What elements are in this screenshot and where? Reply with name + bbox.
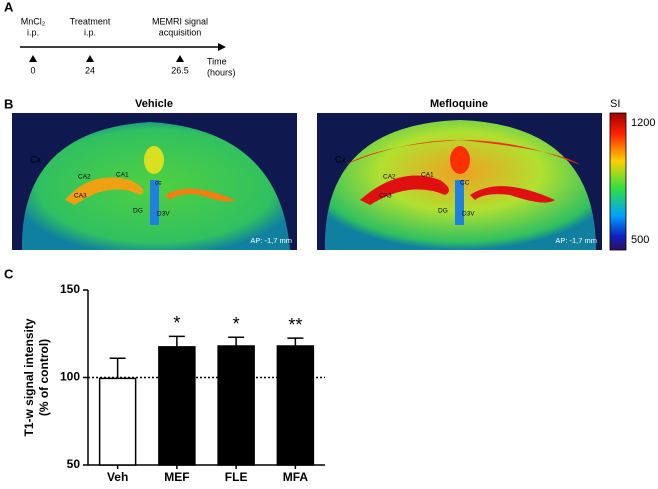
event-label: Treatment — [70, 16, 111, 26]
arrow-head — [218, 43, 226, 51]
bar — [98, 377, 137, 466]
image-mefloquine — [317, 113, 602, 250]
region-label: DG — [438, 208, 448, 215]
significance: * — [173, 313, 180, 333]
ap-label: AP: -1,7 mm — [555, 236, 597, 245]
event-time: 26.5 — [171, 65, 189, 75]
y-tick-label: 150 — [60, 282, 80, 296]
event-time: 0 — [30, 65, 35, 75]
region-label: CA2 — [78, 174, 91, 181]
region-label: Cx — [335, 154, 346, 164]
axis-label: (hours) — [207, 67, 236, 77]
event-label: MEMRI signal — [152, 16, 208, 26]
region-label: DG — [133, 208, 143, 215]
region-label: D3V — [157, 211, 170, 218]
ap-label: AP: -1,7 mm — [250, 236, 292, 245]
y-axis-label: T1-w signal intensity — [22, 318, 36, 436]
region-label: CA3 — [379, 193, 392, 200]
event-label: MnCl₂ — [21, 16, 46, 26]
event-label: i.p. — [27, 27, 39, 37]
colorbar — [609, 112, 627, 251]
event-marker — [86, 55, 94, 62]
bar — [276, 345, 315, 466]
y-tick-label: 50 — [67, 457, 81, 471]
x-tick-label: Veh — [107, 470, 128, 484]
image-title: Vehicle — [135, 98, 173, 110]
region-label: CA1 — [116, 172, 129, 179]
region-label: CA2 — [383, 174, 396, 181]
event-marker — [29, 55, 37, 62]
region-label: D3V — [462, 211, 475, 218]
significance: * — [233, 314, 240, 334]
region-label: CC — [460, 180, 470, 187]
panel-label: B — [4, 96, 13, 111]
region-label: cc — [155, 180, 162, 187]
event-marker — [176, 55, 184, 62]
x-tick-label: FLE — [225, 470, 248, 484]
colorbar-max: 1200 — [631, 117, 655, 129]
panel-label: A — [4, 0, 14, 14]
x-tick-label: MFA — [283, 470, 309, 484]
x-tick-label: MEF — [164, 470, 189, 484]
colorbar-title: SI — [610, 98, 620, 110]
event-time: 24 — [85, 65, 95, 75]
panel-label: C — [4, 266, 14, 281]
colorbar-min: 500 — [631, 234, 649, 246]
event-label: acquisition — [159, 27, 202, 37]
region-label: Cx — [30, 154, 41, 164]
bar — [217, 345, 255, 466]
significance: ** — [288, 315, 302, 335]
region-label: CA1 — [421, 172, 434, 179]
event-label: i.p. — [84, 27, 96, 37]
y-tick-label: 100 — [60, 370, 80, 384]
image-title: Mefloquine — [430, 98, 488, 110]
region-label: CA3 — [74, 193, 87, 200]
image-vehicle — [12, 113, 297, 250]
axis-label: Time — [207, 56, 227, 66]
bar — [158, 346, 196, 466]
y-axis-label: (% of control) — [37, 339, 51, 416]
